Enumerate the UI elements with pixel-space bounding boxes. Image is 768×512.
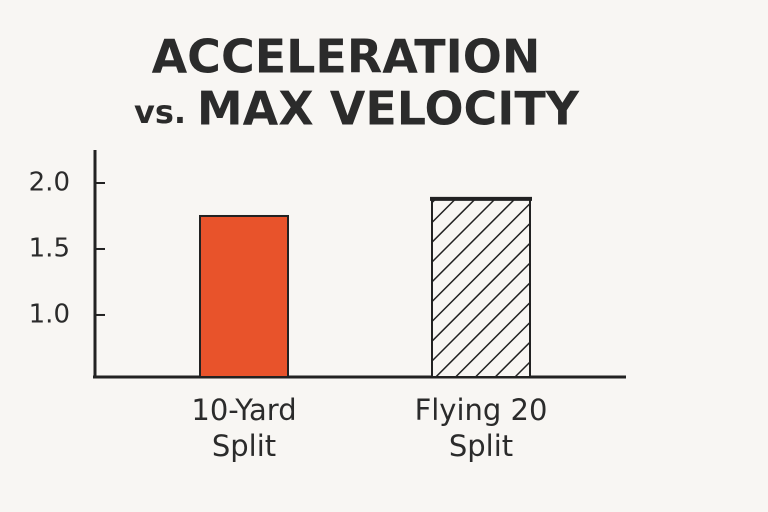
chart-title: MAX VELOCITY (197, 82, 580, 136)
bar (199, 214, 289, 378)
y-tick-label: 2.0 (29, 167, 70, 197)
y-tick-label: 1.5 (29, 233, 70, 263)
x-tick-label: Flying 20 Split (414, 393, 548, 463)
y-tick-label: 1.0 (29, 299, 70, 329)
bar (431, 197, 531, 378)
chart-title: ACCELERATION (152, 30, 541, 84)
x-tick-label: 10-Yard Split (191, 393, 297, 463)
title-accent: vs. (134, 93, 186, 131)
